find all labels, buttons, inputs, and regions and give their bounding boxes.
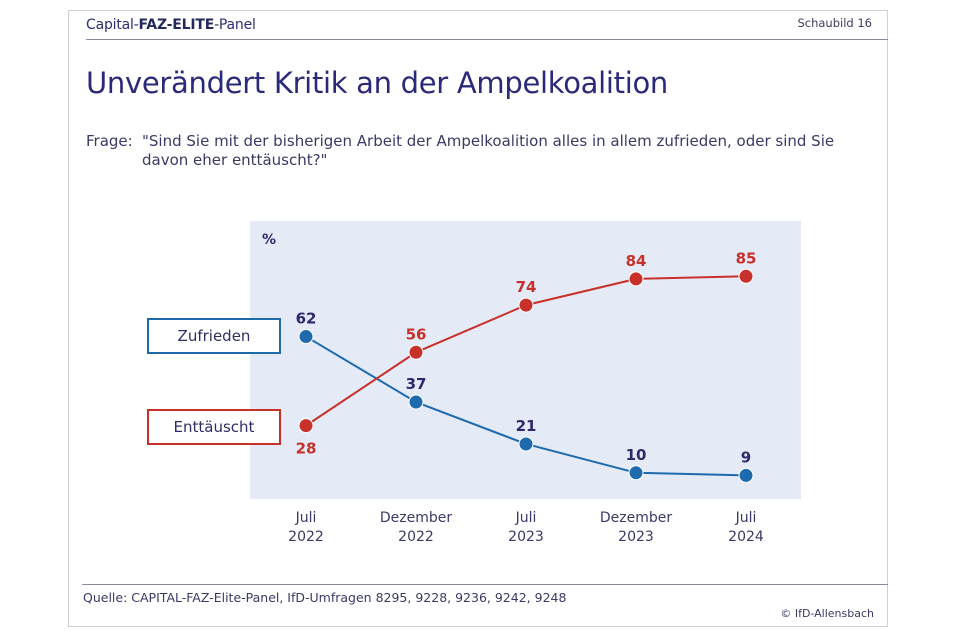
data-point-zufrieden (298, 329, 314, 345)
data-label-zufrieden: 62 (296, 310, 317, 328)
brand-title: Capital-FAZ-ELITE-Panel (86, 17, 256, 33)
x-tick-label-line2: 2022 (398, 529, 434, 545)
legend-enttaeuscht: Enttäuscht (147, 409, 281, 445)
data-point-enttaeuscht (518, 297, 534, 313)
question-label: Frage: (86, 132, 133, 150)
data-label-zufrieden: 9 (741, 448, 751, 466)
y-unit-label: % (262, 232, 276, 248)
data-label-enttaeuscht: 56 (406, 325, 427, 343)
header-divider (86, 39, 888, 40)
data-point-enttaeuscht (298, 418, 314, 434)
data-label-enttaeuscht: 85 (736, 249, 757, 267)
data-label-enttaeuscht: 74 (516, 278, 537, 296)
brand-part-capital: Capital- (86, 17, 139, 33)
legend-enttaeuscht-label: Enttäuscht (173, 418, 255, 436)
legend-zufrieden-label: Zufrieden (177, 327, 251, 345)
data-label-zufrieden: 21 (516, 417, 537, 435)
chart-title: Unverändert Kritik an der Ampelkoalition (86, 66, 668, 100)
data-label-enttaeuscht: 28 (296, 440, 317, 458)
x-tick-label-line1: Dezember (380, 510, 452, 526)
copyright: © IfD-Allensbach (780, 607, 874, 620)
figure-label: Schaubild 16 (797, 16, 872, 30)
x-tick-label-line2: 2024 (728, 529, 764, 545)
x-tick-label-line2: 2022 (288, 529, 324, 545)
data-point-zufrieden (408, 394, 424, 410)
x-tick-label-line1: Juli (735, 510, 757, 526)
data-point-enttaeuscht (408, 344, 424, 360)
x-tick-label-line1: Juli (295, 510, 317, 526)
x-tick-label-line2: 2023 (508, 529, 544, 545)
plot-background (250, 221, 801, 499)
footer-divider (82, 584, 888, 585)
source-note: Quelle: CAPITAL-FAZ-Elite-Panel, IfD-Umf… (83, 590, 567, 605)
data-point-zufrieden (628, 465, 644, 481)
data-label-zufrieden: 37 (406, 375, 427, 393)
data-label-enttaeuscht: 84 (626, 252, 647, 270)
data-point-enttaeuscht (738, 268, 754, 284)
data-point-zufrieden (518, 436, 534, 452)
brand-part-faz-elite: FAZ-ELITE (138, 17, 215, 33)
x-tick-label-line2: 2023 (618, 529, 654, 545)
x-tick-label-line1: Juli (515, 510, 537, 526)
data-point-zufrieden (738, 467, 754, 483)
question-text: "Sind Sie mit der bisherigen Arbeit der … (142, 132, 835, 169)
brand-part-panel: -Panel (214, 17, 256, 33)
data-label-zufrieden: 10 (626, 446, 647, 464)
legend-zufrieden: Zufrieden (147, 318, 281, 354)
data-point-enttaeuscht (628, 271, 644, 287)
x-tick-label-line1: Dezember (600, 510, 672, 526)
